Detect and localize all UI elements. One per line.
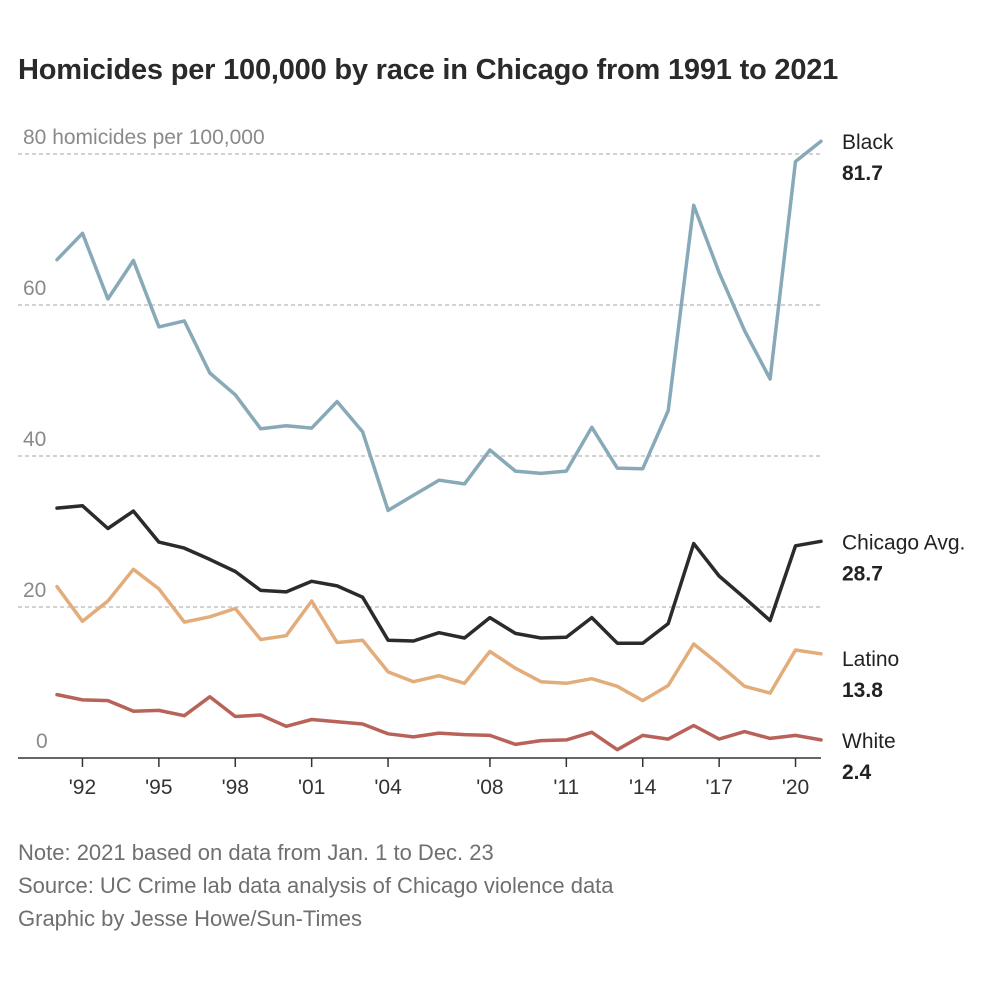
x-tick-label: '08 <box>476 776 503 799</box>
x-tick-label: '92 <box>69 776 96 799</box>
note-text: Note: 2021 based on data from Jan. 1 to … <box>18 840 494 865</box>
series-line-white <box>55 692 823 752</box>
y-tick-label: 40 <box>23 428 46 451</box>
series-line-chicago-avg <box>55 504 823 645</box>
x-tick-label: '11 <box>553 776 579 799</box>
chart-notes: Note: 2021 based on data from Jan. 1 to … <box>18 836 614 935</box>
series-end-labels: Black 81.7 Chicago Avg. 28.7 Latino 13.8 White… <box>842 131 965 784</box>
y-tick-label: 0 <box>36 730 48 753</box>
series-name-label: White <box>842 730 896 753</box>
x-tick-label: '14 <box>629 776 657 799</box>
series-end-value: 2.4 <box>842 761 872 784</box>
y-tick-label: 60 <box>23 277 46 300</box>
series-line-latino <box>55 567 823 703</box>
y-tick-label: 80 homicides per 100,000 <box>23 126 265 149</box>
x-tick-label: '95 <box>145 776 172 799</box>
x-tick-label: '17 <box>705 776 732 799</box>
series-lines <box>55 139 823 752</box>
x-tick-label: '20 <box>782 776 809 799</box>
x-axis: '92 '95 '98 '01 '04 '08 '11 '14 '17 '20 <box>18 757 821 799</box>
y-tick-label: 20 <box>23 579 46 602</box>
series-name-label: Latino <box>842 648 899 671</box>
chart-title: Homicides per 100,000 by race in Chicago… <box>18 54 839 86</box>
series-end-value: 81.7 <box>842 162 883 185</box>
y-axis-tick-labels: 80 homicides per 100,000 60 40 20 0 <box>23 126 265 753</box>
series-end-value: 28.7 <box>842 562 883 585</box>
source-text: Source: UC Crime lab data analysis of Ch… <box>18 873 614 898</box>
series-name-label: Chicago Avg. <box>842 531 965 554</box>
x-tick-label: '01 <box>298 776 325 799</box>
series-name-label: Black <box>842 131 894 154</box>
credit-text: Graphic by Jesse Howe/Sun-Times <box>18 906 362 931</box>
x-tick-label: '04 <box>374 776 402 799</box>
x-tick-label: '98 <box>222 776 249 799</box>
series-line-black <box>55 139 823 513</box>
series-end-value: 13.8 <box>842 679 883 702</box>
